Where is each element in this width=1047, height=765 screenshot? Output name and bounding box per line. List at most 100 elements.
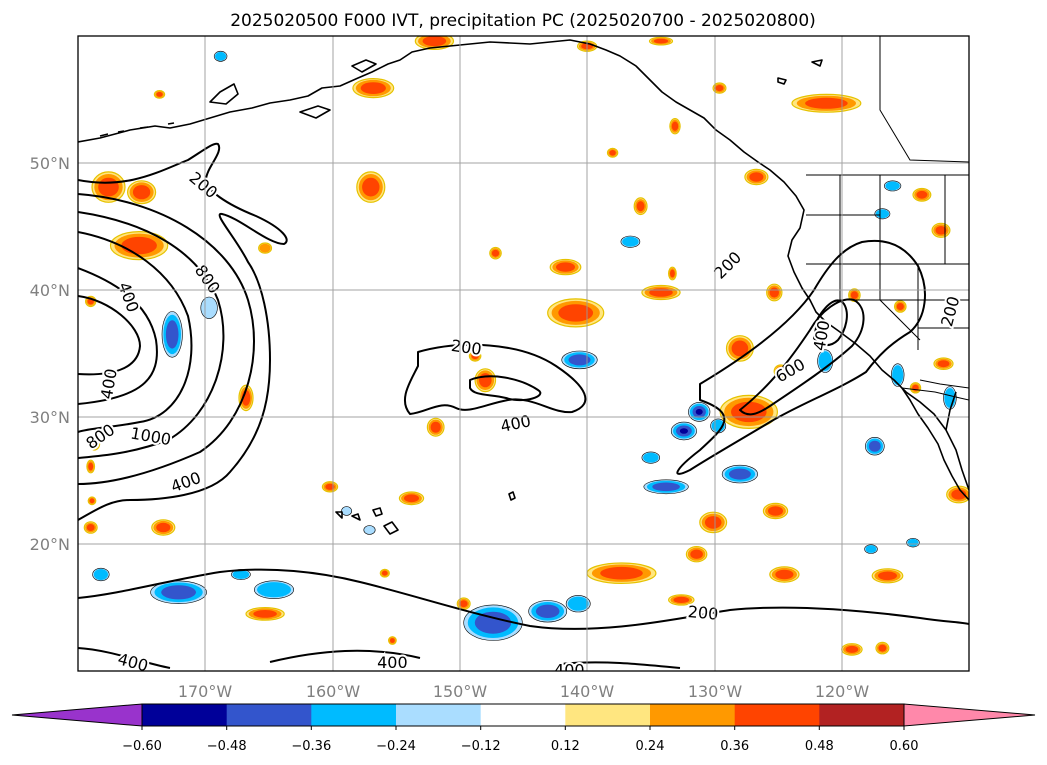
pc-patch-22: [321, 481, 339, 493]
lon-label-150: 150°W: [433, 682, 488, 701]
pc-patch-53: [817, 349, 834, 373]
pc-patch-layer: [652, 482, 680, 492]
pc-patch-layer: [121, 236, 157, 255]
chart-title: 2025020500 F000 IVT, precipitation PC (2…: [230, 11, 816, 31]
colorbar-segment-6: [650, 704, 736, 726]
pc-patch-layer: [728, 468, 751, 480]
ivt-contour-200-mid: [404, 343, 587, 415]
pc-patch-layer: [609, 150, 616, 156]
pc-patch-25: [528, 600, 568, 623]
pc-patch-layer: [360, 82, 386, 94]
pc-patch-layer: [567, 596, 589, 611]
pc-patch-layer: [479, 373, 492, 388]
canada-internal-border: [879, 36, 969, 163]
pc-patch-19: [489, 246, 502, 260]
pc-patch-layer: [643, 452, 659, 463]
pc-patch-layer: [404, 494, 419, 503]
pc-patch-69: [841, 643, 863, 656]
pc-patch-1: [127, 180, 157, 205]
colorbar-segment-0: [142, 704, 228, 726]
pc-patch-40: [721, 464, 759, 484]
pc-patch-48: [667, 594, 695, 606]
pc-patch-63: [909, 382, 922, 394]
pc-patch-8: [150, 580, 207, 604]
lat-label-20: 20°N: [30, 535, 70, 554]
ivt-contour-400-mid: [469, 375, 542, 402]
pc-patch-18: [468, 350, 482, 362]
hawaii: [335, 507, 399, 535]
pc-patch-layer: [769, 287, 779, 298]
pc-patch-9: [92, 567, 110, 582]
pc-patch-61: [933, 357, 954, 370]
pc-patch-layer: [156, 92, 163, 97]
pc-patch-layer: [363, 525, 376, 535]
pc-patch-27: [549, 258, 582, 276]
pc-patch-74: [213, 50, 228, 62]
pc-patch-30: [606, 147, 619, 158]
pc-patch-layer: [471, 352, 479, 360]
pc-patch-layer: [165, 320, 179, 349]
pc-patch-layer: [98, 177, 119, 197]
pc-patch-21: [398, 491, 425, 506]
colorbar-tick-label-2: −0.36: [291, 739, 331, 754]
colorbar-segment-8: [819, 704, 905, 726]
pc-patch-layer: [622, 236, 639, 247]
pc-patch-layer: [474, 611, 512, 634]
pc-patch-31: [641, 284, 681, 301]
pc-patch-layer: [850, 291, 859, 299]
pc-patch-layer: [86, 524, 95, 531]
pc-patch-34: [643, 479, 689, 495]
pc-patch-layer: [257, 582, 291, 598]
lat-label-40: 40°N: [30, 281, 70, 300]
pc-patch-layer: [558, 304, 594, 322]
pc-patch-23: [456, 597, 471, 610]
pc-patch-36: [670, 421, 697, 441]
pc-patch-64: [864, 437, 885, 456]
us-state-borders: [806, 175, 969, 401]
pc-patch-78: [669, 117, 681, 135]
pc-patch-83: [379, 568, 390, 578]
pc-patch-layer: [670, 269, 675, 278]
pc-patch-layer: [459, 600, 468, 608]
pc-patch-44: [685, 546, 708, 563]
pc-patch-layer: [93, 569, 108, 580]
coastlines: [78, 39, 969, 535]
lon-label-130: 130°W: [688, 682, 743, 701]
pc-patch-layer: [382, 570, 388, 576]
colorbar-segment-5: [565, 704, 651, 726]
pc-patch-layer: [907, 538, 919, 547]
pc-patch-layer: [865, 545, 877, 553]
ivt-contour-800a: [78, 231, 193, 433]
pc-patch-layer: [875, 209, 890, 219]
ivt-contour-200-ne: [676, 239, 926, 475]
pc-patch-layer: [535, 604, 560, 618]
pc-patch-layer: [805, 97, 848, 109]
pc-patch-layer: [892, 365, 904, 385]
pc-patch-52: [744, 168, 769, 186]
pc-patch-42: [766, 283, 783, 302]
pc-patch-68: [906, 537, 920, 548]
pc-patch-51: [791, 93, 862, 113]
colorbar-segment-7: [734, 704, 820, 726]
pc-patch-layer: [673, 596, 690, 604]
ivt-contour-400-south: [78, 647, 681, 669]
colorbar-extend-high: [903, 703, 1036, 727]
contour-label-16: 400: [554, 661, 585, 680]
lon-label-160: 160°W: [306, 682, 361, 701]
ivt-contour-400: [78, 193, 255, 485]
pc-patch-13: [356, 171, 386, 203]
pc-patch-layer: [215, 51, 227, 61]
lake-1: [777, 59, 823, 85]
pc-patch-67: [864, 544, 878, 554]
pc-patch-82: [87, 496, 97, 506]
pc-patch-43: [699, 511, 728, 534]
pc-patch-58: [893, 300, 907, 313]
colorbar-tick-label-9: 0.60: [890, 739, 919, 754]
lon-label-140: 140°W: [560, 682, 615, 701]
pc-patch-layer: [671, 121, 679, 131]
pc-patch-4: [200, 296, 218, 319]
pc-patch-layer: [704, 516, 722, 529]
pc-patch-79: [88, 436, 101, 451]
